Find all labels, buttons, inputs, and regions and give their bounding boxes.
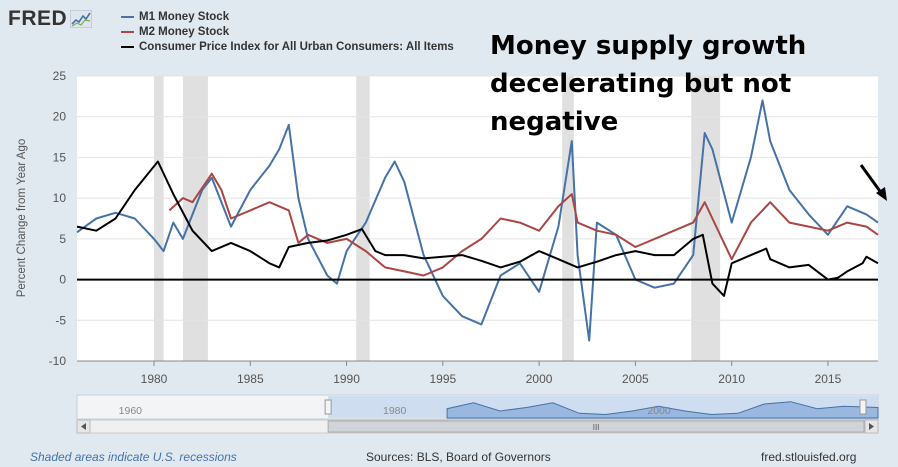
annotation-text: Money supply growth decelerating but not… [490, 31, 807, 137]
navigator-left-handle[interactable] [324, 399, 332, 415]
x-tick-label: 2000 [526, 372, 553, 386]
y-axis-label: Percent Change from Year Ago [16, 139, 28, 298]
legend-label-cpi: Consumer Price Index for All Urban Consu… [139, 40, 454, 53]
y-axis: 25 20 15 10 5 0 -5 -10 [49, 69, 67, 368]
cpi-line [76, 160, 879, 297]
site-link[interactable]: fred.stlouisfed.org [761, 450, 857, 464]
fred-logo[interactable]: FRED [8, 7, 93, 31]
x-tick-label: 1995 [429, 372, 456, 386]
legend-item-cpi[interactable]: Consumer Price Index for All Urban Consu… [121, 39, 454, 54]
sources-note: Sources: BLS, Board of Governors [366, 450, 551, 464]
legend-swatch-m2 [121, 30, 134, 33]
recessions-note[interactable]: Shaded areas indicate U.S. recessions [30, 450, 237, 464]
x-tick-label: 1980 [141, 372, 168, 386]
navigator[interactable]: 1960 1980 2000 [76, 394, 879, 420]
navigator-label: 1960 [119, 405, 143, 417]
legend: M1 Money Stock M2 Money Stock Consumer P… [121, 9, 454, 54]
m2-line [168, 172, 879, 277]
legend-label-m2: M2 Money Stock [139, 25, 230, 38]
navigator-area [446, 401, 879, 419]
y-tick-label: 0 [59, 273, 66, 287]
legend-label-m1: M1 Money Stock [139, 10, 230, 23]
scroll-right-arrow-icon [869, 423, 874, 430]
x-tick-label: 2015 [815, 372, 842, 386]
x-tick-label: 2005 [622, 372, 649, 386]
navigator-labels: 1960 1980 2000 [119, 405, 671, 417]
recession-band-0 [154, 76, 164, 361]
y-tick-label: -5 [55, 313, 66, 327]
recession-band-3 [562, 76, 574, 361]
scroll-left-arrow-icon [81, 423, 86, 430]
x-tick-label: 2010 [718, 372, 745, 386]
legend-item-m2[interactable]: M2 Money Stock [121, 24, 454, 39]
plot-background [77, 76, 878, 361]
x-axis: 1980 1985 1990 1995 2000 2005 2010 2015 [141, 361, 842, 386]
y-tick-label: 15 [53, 150, 67, 164]
y-tick-label: 5 [59, 232, 66, 246]
m1-line [76, 99, 879, 342]
legend-swatch-cpi [121, 45, 134, 48]
legend-item-m1[interactable]: M1 Money Stock [121, 9, 454, 24]
recession-shading [154, 76, 721, 361]
x-tick-label: 1985 [237, 372, 264, 386]
chart-logo-icon [70, 10, 93, 28]
y-tick-label: 10 [53, 191, 67, 205]
navigator-right-handle[interactable] [859, 399, 867, 415]
legend-swatch-m1 [121, 15, 134, 18]
x-tick-label: 1990 [333, 372, 360, 386]
y-tick-label: -10 [49, 354, 67, 368]
annotation-arrow [859, 164, 887, 201]
scrollbar-grip: III [593, 423, 600, 432]
y-tick-label: 25 [53, 69, 67, 83]
navigator-label: 1980 [383, 405, 407, 417]
y-tick-label: 20 [53, 110, 67, 124]
scrollbar[interactable]: III [76, 419, 879, 434]
series-lines [76, 99, 879, 342]
recession-band-2 [356, 76, 370, 361]
logo-text: FRED [8, 7, 68, 30]
scrollbar-thumb[interactable] [327, 420, 865, 433]
navigator-label: 2000 [647, 405, 671, 417]
